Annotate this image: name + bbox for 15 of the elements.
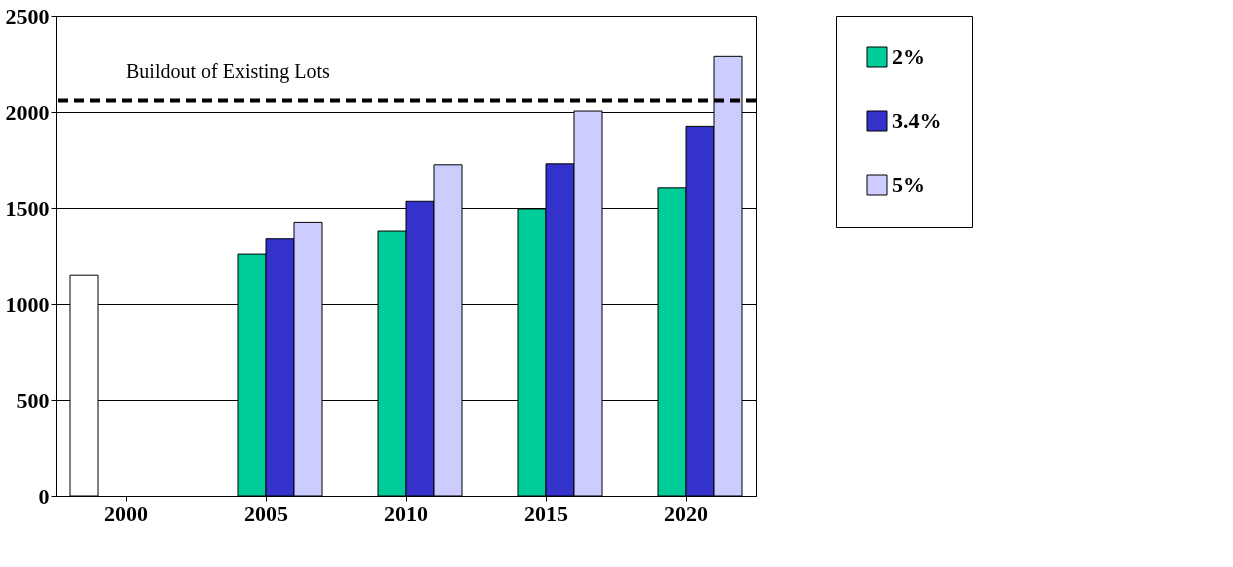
y-tick-label: 0 bbox=[38, 483, 50, 509]
x-tick-label: 2020 bbox=[664, 500, 708, 526]
x-tick-label: 2000 bbox=[104, 500, 148, 526]
legend-label: 2% bbox=[892, 44, 925, 69]
ref-line-label: Buildout of Existing Lots bbox=[126, 60, 331, 84]
legend-label: 5% bbox=[892, 172, 925, 197]
x-tick-label: 2015 bbox=[524, 500, 568, 526]
y-tick-label: 2500 bbox=[5, 3, 50, 29]
y-tick-label: 1000 bbox=[5, 291, 50, 317]
x-tick-label: 2005 bbox=[244, 500, 288, 526]
y-tick-label: 500 bbox=[16, 387, 50, 413]
y-tick-label: 2000 bbox=[5, 99, 50, 125]
x-tick-label: 2010 bbox=[384, 500, 428, 526]
legend-label: 3.4% bbox=[892, 108, 942, 133]
y-tick-label: 1500 bbox=[5, 195, 50, 221]
